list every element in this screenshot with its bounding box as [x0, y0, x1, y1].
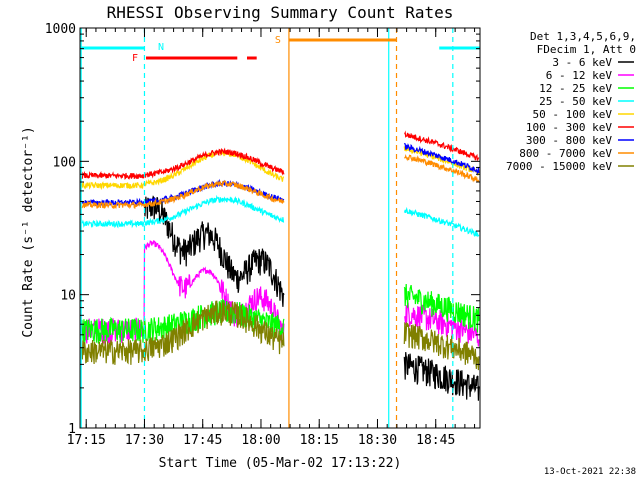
series-line-5 — [81, 170, 146, 180]
flag-label-night: N — [158, 42, 164, 53]
legend-label: 800 - 7000 keV — [519, 147, 612, 160]
legend-label: 300 - 800 keV — [526, 134, 612, 147]
series-line-3 — [144, 194, 285, 226]
axes: 1 10 100 1000 17:15 17:30 17:45 18:00 18:15 18:30… — [45, 22, 481, 448]
x-axis-label: Start Time (05-Mar-02 17:13:22) — [159, 456, 402, 471]
series-line-8 — [81, 339, 146, 365]
plot-area: N F S — [80, 28, 480, 428]
y-tick-label: 100 — [53, 155, 76, 170]
series-line-8 — [143, 300, 285, 362]
chart-title: RHESSI Observing Summary Count Rates — [107, 3, 454, 22]
legend-label: 50 - 100 keV — [533, 108, 613, 121]
series-line-0 — [403, 352, 480, 401]
legend-label: 3 - 6 keV — [552, 56, 612, 69]
y-tick-label: 10 — [60, 289, 76, 304]
series-line-3 — [81, 219, 145, 229]
y-axis-label: Count Rate (s⁻¹ detector⁻¹) — [21, 126, 36, 337]
flag-label-saa: S — [275, 35, 281, 46]
legend-header: FDecim 1, Att 0 — [537, 43, 636, 56]
flag-label-flare: F — [132, 53, 138, 64]
series-line-2 — [403, 283, 480, 333]
series-line-3 — [403, 206, 480, 238]
series-line-6 — [403, 142, 480, 175]
series-line-8 — [403, 321, 480, 371]
series-line-7 — [403, 154, 480, 183]
timestamp: 13-Oct-2021 22:38 — [544, 467, 636, 477]
x-tick-label: 17:45 — [183, 433, 222, 448]
x-tick-label: 18:30 — [358, 433, 397, 448]
x-tick-label: 18:45 — [416, 433, 455, 448]
series-line-0 — [143, 195, 285, 307]
x-tick-label: 18:00 — [241, 433, 280, 448]
legend-header: Det 1,3,4,5,6,9, — [530, 30, 636, 43]
x-tick-label: 18:15 — [300, 433, 339, 448]
series-line-7 — [143, 180, 285, 208]
series-line-5 — [404, 130, 480, 161]
legend-label: 6 - 12 keV — [546, 69, 613, 82]
y-tick-label: 1 — [68, 422, 76, 437]
legend-label: 25 - 50 keV — [539, 95, 612, 108]
series-line-4 — [81, 181, 146, 190]
y-tick-label: 1000 — [45, 22, 76, 37]
x-tick-label: 17:30 — [125, 433, 164, 448]
legend-label: 100 - 300 keV — [526, 121, 612, 134]
plot-frame — [79, 27, 481, 429]
legend-label: 7000 - 15000 keV — [506, 160, 612, 173]
series-line-2 — [81, 316, 146, 344]
series-line-1 — [143, 240, 285, 343]
x-tick-label: 17:15 — [67, 433, 106, 448]
legend: Det 1,3,4,5,6,9,FDecim 1, Att 03 - 6 keV… — [506, 30, 636, 173]
series-line-7 — [81, 200, 146, 210]
series-line-5 — [143, 147, 285, 179]
series-line-1 — [404, 302, 480, 347]
legend-label: 12 - 25 keV — [539, 82, 612, 95]
